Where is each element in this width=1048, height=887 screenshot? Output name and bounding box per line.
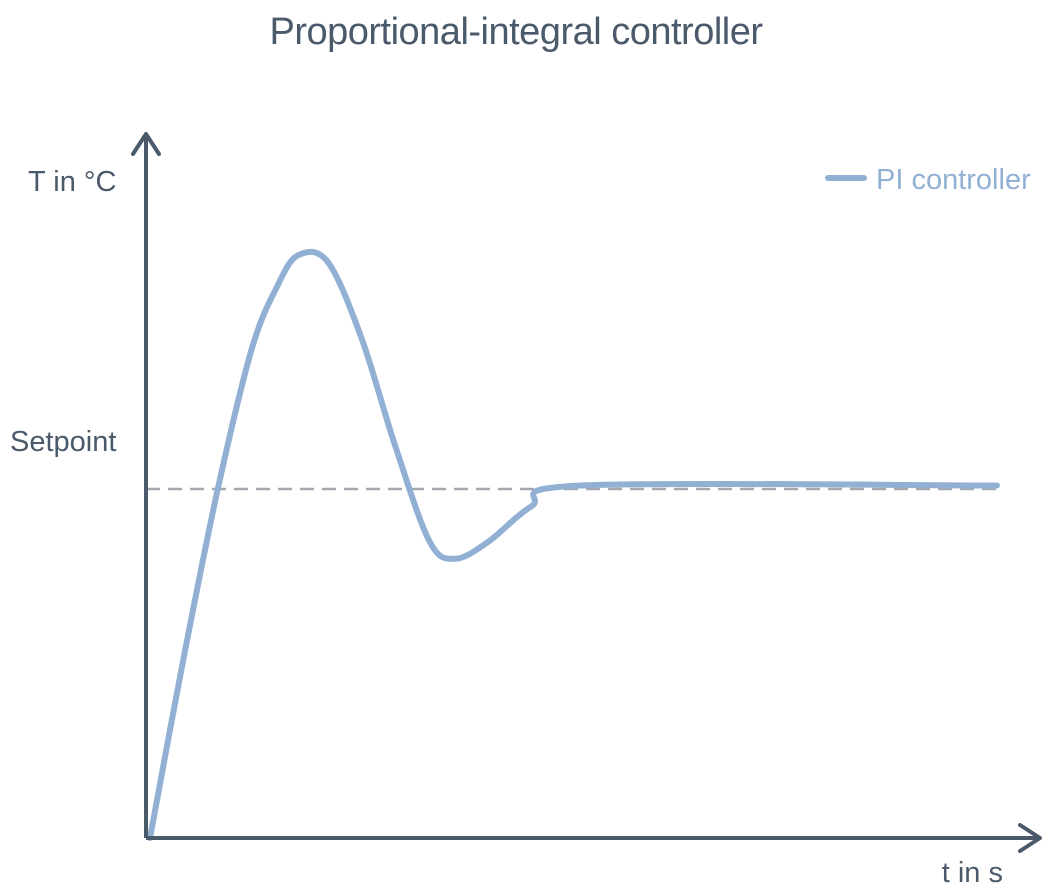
chart-title: Proportional-integral controller bbox=[269, 11, 763, 53]
legend-label-pi-controller: PI controller bbox=[876, 164, 1031, 196]
y-tick-label-setpoint: Setpoint bbox=[10, 426, 116, 458]
y-axis-label: T in °C bbox=[28, 166, 116, 198]
x-axis-label: t in s bbox=[942, 857, 1003, 887]
series-line-pi-controller bbox=[147, 248, 1000, 841]
